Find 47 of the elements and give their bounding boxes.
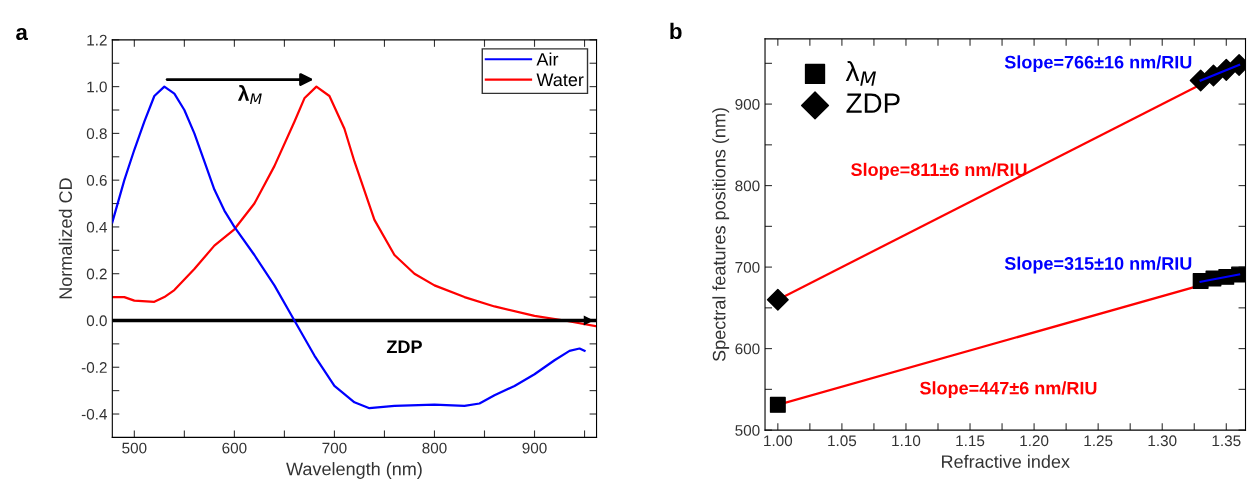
line-series bbox=[112, 85, 586, 410]
y-tick-label: 0.8 bbox=[86, 128, 107, 140]
point bbox=[766, 288, 789, 311]
line-series bbox=[112, 85, 597, 328]
ref-line-label: ZDP bbox=[386, 340, 422, 353]
legend-label: λ$_{M}$ bbox=[845, 60, 876, 86]
x-tick-label: 1.35 bbox=[1212, 435, 1241, 447]
series-label: Slope=766±16 nm/RIU bbox=[1004, 55, 1192, 73]
legend-label: Air bbox=[536, 52, 559, 66]
chart-title: a bbox=[16, 27, 28, 41]
y-tick-label: 900 bbox=[735, 98, 760, 110]
y-tick-label: -0.4 bbox=[81, 408, 108, 420]
x-tick-label: 900 bbox=[522, 442, 547, 454]
y-tick-label: 1.2 bbox=[87, 34, 107, 46]
y-tick-label: 800 bbox=[735, 180, 760, 192]
x-tick-label: 700 bbox=[322, 442, 347, 454]
annotation: λ$_{M}$ bbox=[237, 85, 262, 105]
y-tick-label: 0.4 bbox=[86, 221, 108, 233]
x-tick-label: 1.30 bbox=[1148, 435, 1177, 447]
x-axis-title: Refractive index bbox=[942, 454, 1070, 469]
y-tick-label: 1.0 bbox=[87, 81, 107, 93]
x-axis-title: Wavelength (nm) bbox=[286, 462, 422, 479]
x-tick-label: 600 bbox=[222, 442, 247, 454]
point bbox=[769, 396, 786, 413]
y-tick-label: 600 bbox=[735, 343, 760, 355]
x-tick-label: 1.15 bbox=[956, 435, 985, 447]
legend-label: Water bbox=[536, 73, 584, 87]
x-tick-label: 800 bbox=[422, 442, 447, 454]
y-axis-title: Spectral features positions (nm) bbox=[712, 108, 730, 362]
chart-title: b bbox=[670, 22, 682, 40]
y-tick-label: 700 bbox=[735, 261, 760, 273]
series-label: Slope=447±6 nm/RIU bbox=[919, 381, 1097, 399]
y-tick-label: -0.2 bbox=[81, 362, 107, 373]
y-axis-title: Normalized CD bbox=[58, 178, 73, 299]
series-label: Slope=811±6 nm/RIU bbox=[851, 162, 1027, 180]
y-tick-label: 0.2 bbox=[86, 268, 107, 280]
y-tick-label: 500 bbox=[735, 424, 760, 436]
legend-label: ZDP bbox=[846, 93, 900, 113]
x-tick-label: 1.05 bbox=[828, 435, 857, 447]
x-tick-label: 500 bbox=[122, 442, 147, 454]
x-tick-label: 1.25 bbox=[1084, 435, 1113, 447]
y-tick-label: 0.0 bbox=[86, 315, 107, 327]
x-tick-label: 1.10 bbox=[892, 435, 921, 447]
x-tick-label: 1.20 bbox=[1020, 435, 1049, 447]
x-tick-label: 1.00 bbox=[764, 435, 793, 447]
series-label: Slope=315±10 nm/RIU bbox=[1004, 256, 1192, 274]
y-tick-label: 0.6 bbox=[86, 175, 107, 186]
